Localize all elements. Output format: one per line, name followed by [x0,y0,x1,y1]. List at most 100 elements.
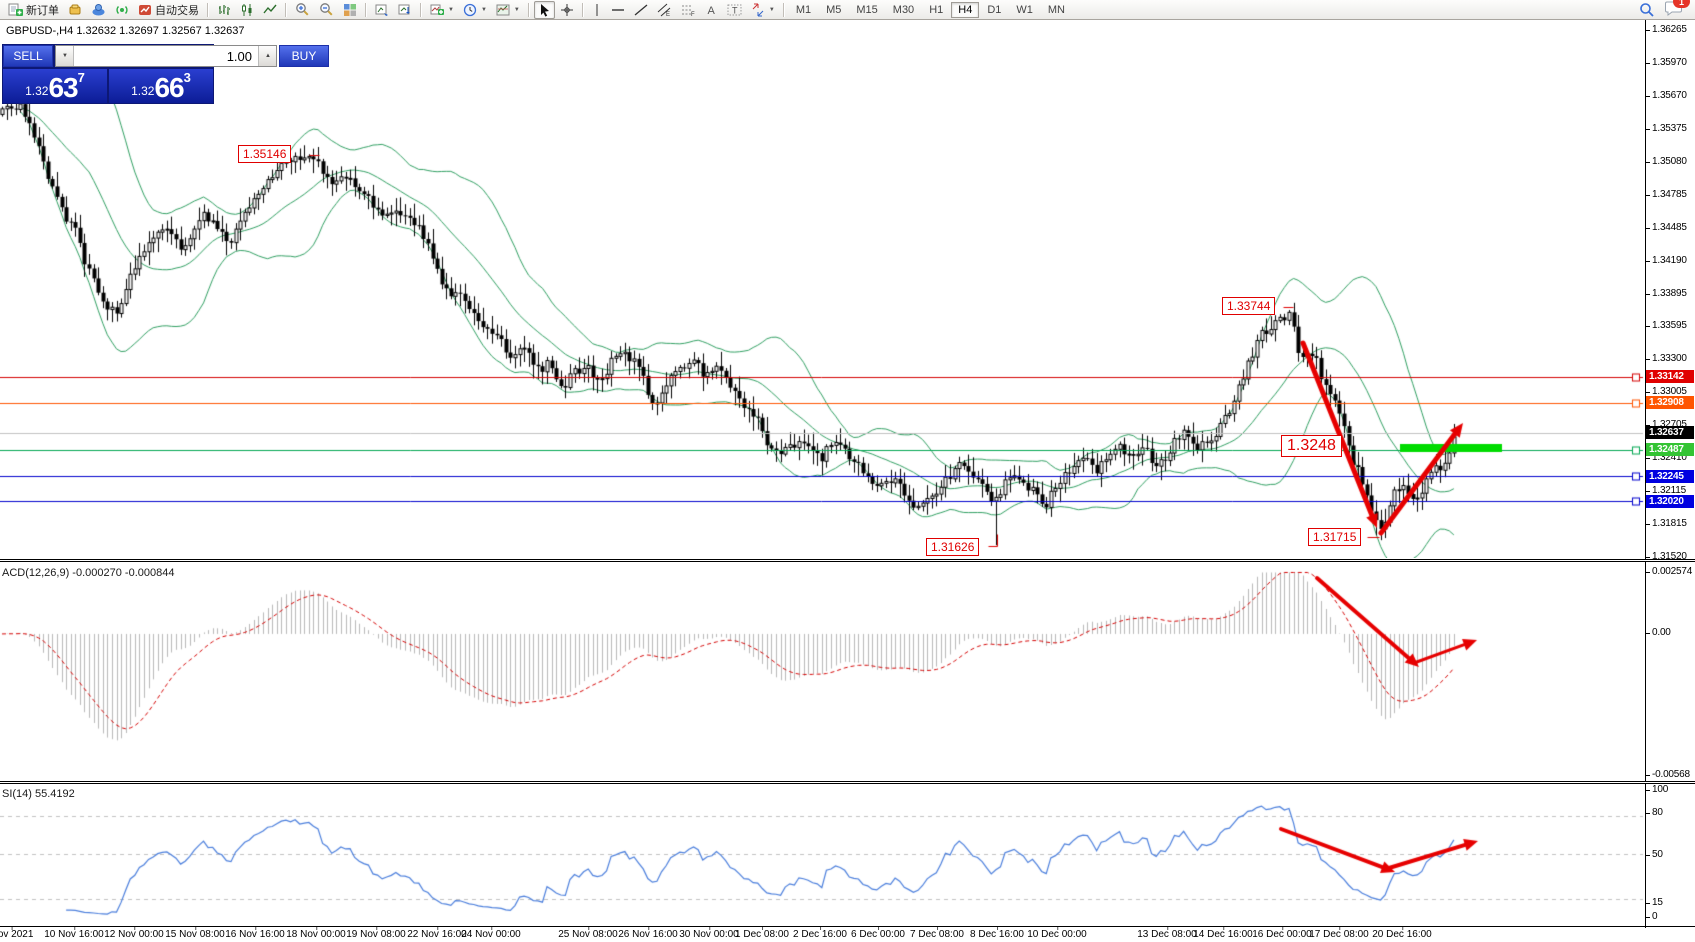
panel-separator[interactable] [0,559,1695,562]
timeframe-m5[interactable]: M5 [819,2,848,18]
price-tick-label: 1.35080 [1645,155,1687,167]
time-label: 6 Dec 00:00 [851,927,905,940]
price-annotation[interactable]: 1.33744 [1222,297,1276,315]
cursor-button[interactable] [533,0,555,19]
one-click-controls: SELL ▼ ▲ BUY [3,45,329,67]
toolbar-trade-group: 新订单 自动交易 [4,1,203,19]
arrows-button[interactable]: ▼ [747,1,779,19]
fibonacci-button[interactable]: F [677,1,700,19]
trendline-button[interactable] [630,1,652,19]
bar-chart-button[interactable] [213,1,235,19]
cursor-icon [540,3,549,17]
timeframe-m15[interactable]: M15 [849,2,884,18]
time-label: 10 Nov 16:00 [44,927,104,940]
toolbar-separator [207,2,209,17]
line-chart-button[interactable] [259,1,281,19]
crosshair-button[interactable] [556,1,578,19]
periods-button[interactable]: ▼ [459,1,491,19]
sell-button[interactable]: SELL [3,45,53,67]
price-annotation[interactable]: 1.3248 [1281,435,1342,457]
time-label: 30 Nov 00:00 [679,927,739,940]
rsi-panel-canvas[interactable] [0,786,1645,925]
time-label: 26 Nov 16:00 [618,927,678,940]
price-annotation[interactable]: 1.31626 [926,538,980,556]
macd-indicator-label: ACD(12,26,9) -0.000270 -0.000844 [2,567,175,579]
buy-button[interactable]: BUY [279,45,329,67]
dropdown-caret: ▼ [513,6,520,13]
buy-price-prefix: 1.32 [131,84,155,98]
panel-separator[interactable] [0,781,1695,784]
time-label: 19 Nov 08:00 [346,927,406,940]
time-label: 17 Dec 08:00 [1309,927,1369,940]
horizontal-line-button[interactable] [607,1,629,19]
time-label: 22 Nov 16:00 [407,927,467,940]
timeframe-m1[interactable]: M1 [789,2,818,18]
timeframe-h1[interactable]: H1 [922,2,950,18]
time-label: 24 Nov 00:00 [461,927,521,940]
macd-panel-canvas[interactable] [0,565,1645,780]
horizontal-line-icon [611,8,624,11]
community-button[interactable] [87,1,110,19]
zoom-in-button[interactable] [291,1,314,19]
market-icon [69,4,81,14]
volume-decrease-button[interactable]: ▼ [56,46,74,66]
price-annotation[interactable]: 1.31715 [1308,528,1362,546]
time-label: 2 Dec 16:00 [793,927,847,940]
price-annotation[interactable]: 1.35146 [238,145,292,163]
volume-increase-button[interactable]: ▲ [258,46,276,66]
price-tick-label: 1.32410 [1645,452,1687,464]
price-tick-label: 1.33005 [1645,386,1687,398]
candlestick-chart-button[interactable] [236,1,258,19]
step-forward-button[interactable] [394,1,416,19]
indicators-button[interactable]: ▼ [426,1,458,19]
sell-price-display[interactable]: 1.32 63 7 [3,69,107,103]
auto-arrange-button[interactable] [371,1,393,19]
timeframe-d1[interactable]: D1 [980,2,1008,18]
indicators-icon [430,4,444,15]
text-button[interactable]: A [701,1,722,19]
market-button[interactable] [64,1,86,19]
auto-trading-button[interactable]: 自动交易 [134,1,203,19]
sell-price-prefix: 1.32 [25,84,49,98]
timeframe-mn[interactable]: MN [1041,2,1072,18]
chart-title: GBPUSD-,H4 1.32632 1.32697 1.32567 1.326… [6,25,245,37]
drawing-tools-group [533,0,578,19]
dropdown-caret: ▼ [768,6,775,13]
price-tick-label: 1.34485 [1645,221,1687,233]
equidistant-channel-icon: E [657,3,671,17]
search-icon[interactable] [1639,2,1655,18]
buy-price-display[interactable]: 1.32 66 3 [109,69,213,103]
dropdown-caret: ▼ [480,6,487,13]
new-order-button[interactable]: 新订单 [4,1,63,19]
templates-button[interactable]: ▼ [492,1,524,19]
tile-windows-button[interactable] [339,1,361,19]
vertical-line-button[interactable] [588,1,606,19]
price-tick-label: 1.35970 [1645,56,1687,68]
symbol-period: GBPUSD-,H4 [6,25,74,37]
tile-windows-icon [344,3,356,16]
arrows-icon [752,3,764,16]
toolbar-separator [581,2,584,17]
notifications-button[interactable]: 1 [1665,0,1690,19]
equidistant-channel-button[interactable]: E [653,1,676,19]
price-tick-label: 1.34785 [1645,188,1687,200]
price-line-badge: 1.33142 [1646,370,1694,384]
main-chart-canvas[interactable] [0,21,1645,558]
templates-icon [496,4,510,15]
sell-price-big: 63 [48,72,78,103]
macd-scale-label: 0.002574 [1644,566,1693,577]
time-label: 1 Dec 08:00 [735,927,789,940]
volume-input[interactable] [74,46,258,66]
text-label-button[interactable]: T [723,1,746,19]
svg-text:A: A [707,5,715,17]
timeframe-m30[interactable]: M30 [886,2,921,18]
zoom-out-button[interactable] [315,1,338,19]
time-label: 16 Dec 00:00 [1252,927,1312,940]
toolbar-separator [782,2,785,17]
signals-button[interactable] [111,1,133,19]
community-icon [92,3,105,15]
ohlc-values: 1.32632 1.32697 1.32567 1.32637 [76,25,245,37]
timeframe-w1[interactable]: W1 [1009,2,1040,18]
timeframe-h4[interactable]: H4 [951,1,980,18]
